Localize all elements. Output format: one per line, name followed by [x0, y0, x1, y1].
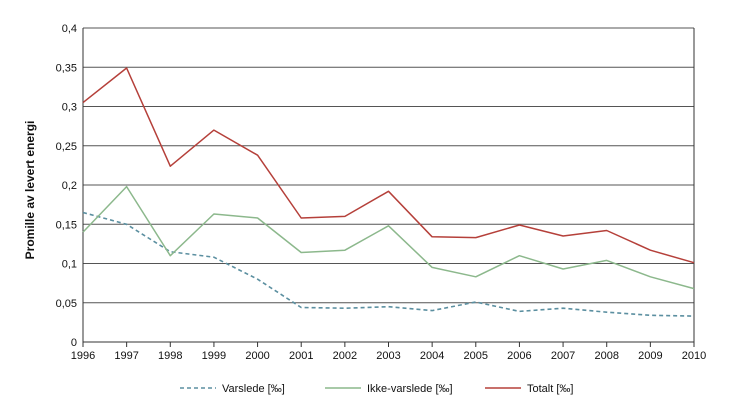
y-tick-label: 0,35	[56, 62, 77, 74]
y-tick-label: 0,25	[56, 141, 77, 153]
legend-label: Varslede [‰]	[222, 383, 285, 395]
y-tick-label: 0,3	[62, 102, 77, 114]
x-tick-label: 1996	[71, 350, 95, 362]
x-tick-label: 2000	[245, 350, 269, 362]
series-line-2	[82, 185, 695, 290]
y-tick-label: 0,4	[62, 23, 77, 35]
x-tick-label: 2005	[464, 350, 488, 362]
grid-layer	[83, 27, 694, 304]
y-tick-label: 0,1	[62, 259, 77, 271]
series-layer	[82, 67, 695, 317]
x-tick-label: 2004	[420, 350, 444, 362]
legend: Varslede [‰] Ikke-varslede [‰] Totalt [‰]	[180, 383, 573, 395]
y-tick-label: 0	[71, 337, 77, 349]
y-tick-label: 0,15	[56, 219, 77, 231]
x-tick-label: 2003	[376, 350, 400, 362]
series-line-1	[82, 211, 695, 317]
y-tick-label: 0,2	[62, 180, 77, 192]
x-tick-label: 1997	[114, 350, 138, 362]
x-tick-label: 2010	[682, 350, 706, 362]
x-tick-label: 1998	[158, 350, 182, 362]
x-tick-label: 2008	[594, 350, 618, 362]
legend-label: Totalt [‰]	[527, 383, 573, 395]
x-tick-label: 2001	[289, 350, 313, 362]
y-tick-label: 0,05	[56, 298, 77, 310]
x-tick-label: 2002	[333, 350, 357, 362]
x-tick-label: 2007	[551, 350, 575, 362]
x-tick-label: 1999	[202, 350, 226, 362]
series-line-3	[82, 67, 695, 264]
x-tick-label: 2009	[638, 350, 662, 362]
legend-label: Ikke-varslede [‰]	[367, 383, 453, 395]
x-tick-label: 2006	[507, 350, 531, 362]
y-axis-title: Promille av levert energi	[23, 121, 37, 260]
axis-layer: 0 0,05 0,1 0,15 0,2 0,25 0,3 0,35 0,4 1996 1997 199…	[56, 23, 707, 362]
